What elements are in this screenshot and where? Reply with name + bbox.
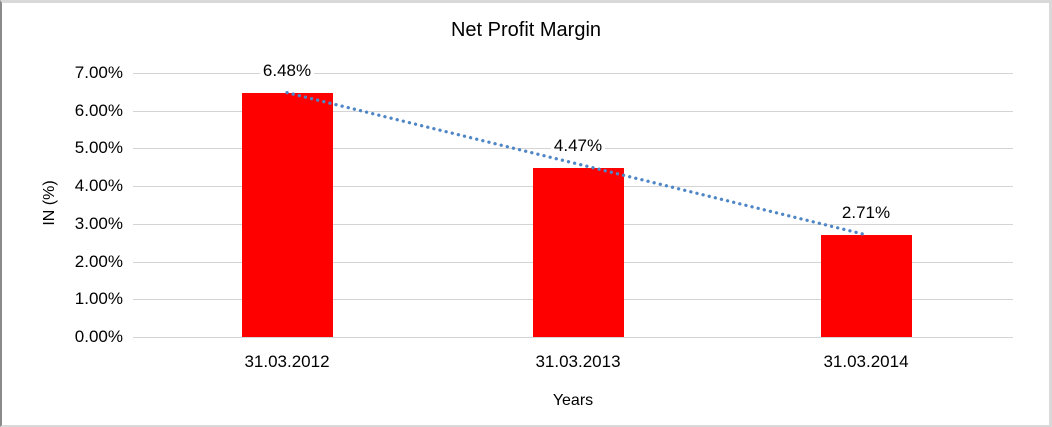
bar-31.03.2012[interactable] — [241, 92, 333, 337]
gridline — [133, 337, 1013, 338]
data-label: 2.71% — [838, 201, 894, 223]
x-axis-title: Years — [552, 392, 594, 409]
y-tick-label: 6.00% — [74, 101, 123, 120]
y-tick-label: 1.00% — [74, 289, 123, 308]
data-label: 4.47% — [550, 135, 606, 157]
x-category-label: 31.03.2013 — [535, 352, 621, 371]
y-tick-label: 7.00% — [74, 63, 123, 82]
bar-31.03.2014[interactable] — [820, 234, 912, 337]
data-label: 6.48% — [259, 59, 315, 81]
y-tick-label: 5.00% — [74, 138, 123, 157]
chart-title: Net Profit Margin — [450, 19, 602, 41]
y-tick-label: 2.00% — [74, 252, 123, 271]
y-tick-label: 3.00% — [74, 214, 123, 233]
x-category-label: 31.03.2012 — [244, 352, 330, 371]
y-tick-label: 0.00% — [74, 327, 123, 346]
bar-31.03.2013[interactable] — [532, 168, 624, 337]
y-tick-label: 4.00% — [74, 176, 123, 195]
gridline — [133, 73, 1013, 74]
x-category-label: 31.03.2014 — [823, 352, 909, 371]
